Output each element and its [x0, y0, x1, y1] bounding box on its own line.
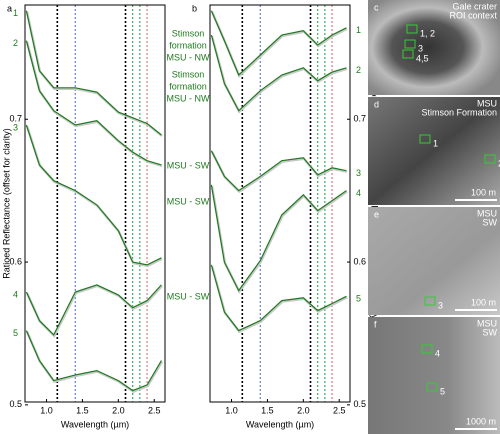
scale-label: 1000 m	[466, 416, 496, 426]
roi-label: 1, 2	[420, 28, 435, 38]
y-tick-label: 0.6	[9, 256, 22, 266]
spectrum-raw	[210, 151, 348, 194]
x-axis-title: Wavelength (µm)	[61, 419, 129, 429]
roi-box	[406, 24, 418, 34]
plot-frame	[24, 4, 166, 403]
region-label: Stimson	[172, 69, 205, 79]
series-label: 3	[13, 122, 18, 132]
y-tick-label: 0.5	[353, 399, 366, 409]
region-label: MSU - NW	[167, 52, 210, 62]
region-label: MSU - SW	[167, 196, 210, 206]
roi-label: 5	[440, 386, 445, 396]
image-caption: SW	[483, 217, 498, 227]
spectrum	[25, 40, 162, 166]
y-axis-title: Ratioed Reflectance (offset for clarity)	[1, 128, 11, 278]
image-panel	[368, 97, 500, 205]
series-label: 1	[356, 25, 361, 35]
x-tick-label: 2.5	[148, 405, 161, 415]
spectrum	[25, 284, 162, 336]
plot-frame	[209, 4, 351, 403]
roi-box	[426, 382, 438, 392]
spectrum	[210, 10, 347, 77]
image-panel	[368, 0, 500, 95]
scale-label: 100 m	[471, 187, 496, 197]
x-tick-label: 1.5	[261, 405, 274, 415]
roi-label: 2	[498, 158, 500, 168]
series-label: 1	[13, 8, 18, 18]
panel-letter: f	[374, 319, 377, 329]
roi-label: 3	[438, 300, 443, 310]
image-caption: Stimson Formation	[421, 107, 497, 117]
panel-letter: c	[374, 2, 379, 12]
region-label: Stimson	[172, 28, 205, 38]
spectrum-raw	[25, 41, 163, 168]
image-caption: Gale crater	[452, 1, 497, 11]
roi-box	[424, 296, 436, 306]
x-tick-label: 1.0	[40, 405, 53, 415]
panel-letter: e	[374, 209, 379, 219]
x-axis-title: Wavelength (µm)	[246, 419, 314, 429]
spectrum	[25, 124, 162, 266]
image-caption: MSU	[477, 208, 497, 218]
x-tick-label: 1.5	[76, 405, 89, 415]
spectrum-raw	[210, 11, 348, 79]
region-label: MSU - SW	[167, 160, 210, 170]
y-tick-label: 0.7	[353, 114, 366, 124]
panel-letter: b	[192, 3, 197, 13]
spectrum-raw	[210, 185, 348, 294]
x-tick-label: 2.0	[297, 405, 310, 415]
region-label: formation	[169, 40, 207, 50]
x-tick-label: 1.0	[225, 405, 238, 415]
region-label: formation	[169, 81, 207, 91]
series-label: 5	[356, 294, 361, 304]
roi-label: 4,5	[416, 53, 429, 63]
panel-letter: a	[7, 3, 12, 13]
x-tick-label: 2.0	[112, 405, 125, 415]
image-caption: MSU	[477, 318, 497, 328]
series-label: 2	[13, 38, 18, 48]
roi-box	[484, 154, 496, 164]
series-label: 5	[13, 328, 18, 338]
image-caption: SW	[483, 327, 498, 337]
spectrum-raw	[25, 11, 163, 137]
spectrum	[210, 34, 347, 112]
spectrum	[25, 10, 162, 136]
spectrum	[210, 150, 347, 192]
spectrum-raw	[210, 35, 348, 114]
series-label: 4	[13, 289, 18, 299]
roi-box	[419, 134, 431, 144]
spectrum	[210, 184, 347, 292]
image-caption: MSU	[477, 98, 497, 108]
region-label: MSU - SW	[167, 291, 210, 301]
image-panel	[368, 317, 500, 434]
spectrum-raw	[25, 125, 163, 268]
roi-label: 4	[435, 348, 440, 358]
y-tick-label: 0.7	[9, 114, 22, 124]
image-caption: ROI context	[449, 10, 497, 20]
scale-label: 100 m	[471, 297, 496, 307]
roi-box	[404, 39, 416, 49]
y-tick-label: 0.6	[353, 256, 366, 266]
series-label: 4	[356, 188, 361, 198]
spectrum	[210, 264, 347, 332]
series-label: 3	[356, 168, 361, 178]
roi-label: 1	[433, 138, 438, 148]
roi-box	[402, 49, 414, 59]
roi-box	[421, 344, 433, 354]
roi-label: 3	[418, 43, 423, 53]
y-tick-label: 0.5	[9, 399, 22, 409]
x-tick-label: 2.5	[333, 405, 346, 415]
region-label: MSU - NW	[167, 93, 210, 103]
spectrum-raw	[25, 331, 164, 393]
series-label: 2	[356, 65, 361, 75]
spectrum	[25, 330, 162, 392]
panel-letter: d	[374, 99, 379, 109]
